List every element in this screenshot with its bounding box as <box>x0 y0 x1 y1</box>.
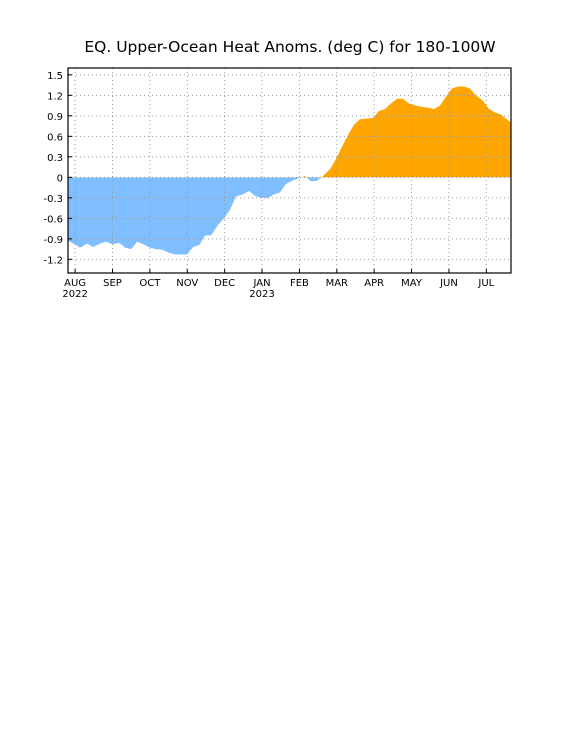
x-tick-label: FEB <box>290 278 309 289</box>
x-tick-label: SEP <box>103 278 122 289</box>
x-tick-label: OCT <box>139 278 161 289</box>
y-tick-label: 0.9 <box>47 112 63 123</box>
y-tick-label: -0.6 <box>43 214 63 225</box>
y-tick-label: -0.3 <box>43 194 63 205</box>
x-tick-label: JUN <box>439 278 458 289</box>
x-tick-label: AUG <box>64 278 86 289</box>
area-positive <box>68 86 511 178</box>
x-tick-label: JAN <box>252 278 270 289</box>
y-tick-label: 1.2 <box>47 91 63 102</box>
y-tick-label: -0.9 <box>43 235 63 246</box>
x-tick-label: JUL <box>477 278 494 289</box>
x-tick-label: MAY <box>401 278 423 289</box>
y-tick-label: 1.5 <box>47 71 63 82</box>
y-tick-label: 0.6 <box>47 132 63 143</box>
y-tick-label: -1.2 <box>43 255 63 266</box>
area-negative <box>68 177 322 255</box>
x-tick-label: APR <box>364 278 384 289</box>
y-tick-label: 0 <box>57 173 63 184</box>
x-tick-label: MAR <box>326 278 348 289</box>
plot-frame <box>67 67 512 274</box>
x-tick-label: DEC <box>214 278 235 289</box>
x-year-label: 2023 <box>249 289 274 300</box>
y-tick-label: 0.3 <box>47 153 63 164</box>
x-year-label: 2022 <box>62 289 87 300</box>
chart-title: EQ. Upper-Ocean Heat Anoms. (deg C) for … <box>84 38 495 56</box>
x-tick-label: NOV <box>176 278 198 289</box>
